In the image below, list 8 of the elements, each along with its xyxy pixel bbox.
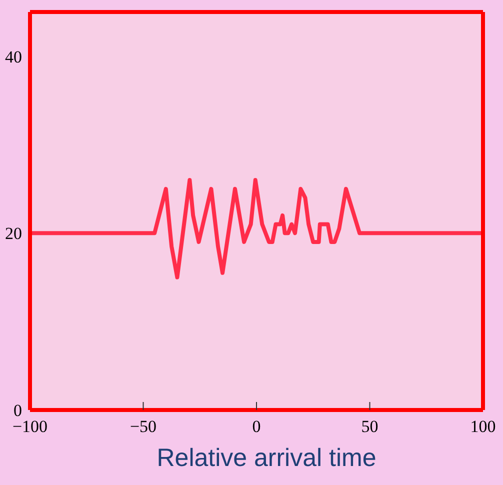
x-axis-title: Relative arrival time [156,444,378,473]
x-tick-label: 50 [361,417,378,436]
y-tick-label: 40 [5,47,22,66]
x-tick-label: −50 [130,417,157,436]
y-tick-label: 20 [5,224,22,244]
x-tick-label: 100 [470,417,496,436]
line-series [30,178,483,280]
x-tick-label: 0 [252,417,261,436]
